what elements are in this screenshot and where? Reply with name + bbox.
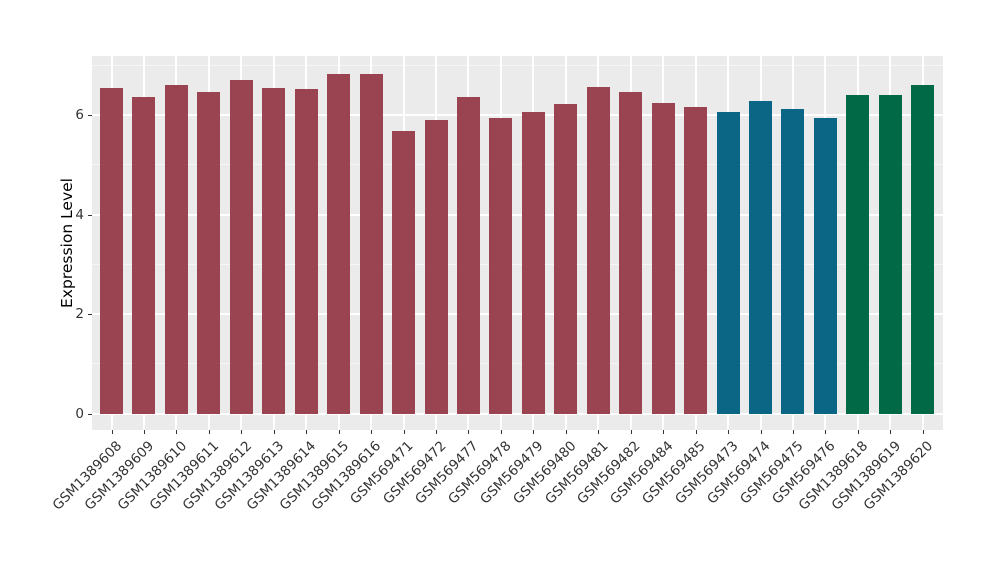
bar-GSM569482 — [619, 92, 643, 414]
bar-GSM1389610 — [164, 85, 188, 414]
bar-GSM1389620 — [911, 85, 935, 414]
bar-GSM569472 — [424, 119, 448, 414]
y-tick-label: 0 — [75, 405, 84, 422]
bar-GSM569477 — [456, 97, 480, 414]
bar-GSM1389619 — [878, 95, 902, 414]
x-tick-mark — [760, 430, 762, 434]
bar-GSM569474 — [749, 101, 772, 414]
bar-GSM569481 — [586, 87, 610, 414]
gridline-minor-h — [92, 363, 943, 365]
y-tick-label: 6 — [75, 107, 84, 123]
x-tick-mark — [598, 430, 600, 434]
bar-GSM1389618 — [846, 94, 870, 414]
y-tick-label: 2 — [75, 306, 84, 322]
x-tick-mark — [143, 430, 145, 434]
x-tick-mark — [306, 430, 308, 434]
x-tick-mark — [890, 430, 892, 434]
x-tick-mark — [176, 430, 178, 434]
bar-GSM569476 — [813, 118, 837, 414]
bar-GSM569475 — [781, 109, 805, 414]
bar-GSM1389608 — [100, 87, 123, 414]
x-tick-mark — [825, 430, 827, 434]
bar-GSM1389616 — [359, 73, 383, 414]
y-tick-mark — [88, 115, 92, 116]
x-tick-mark — [338, 430, 340, 434]
x-tick-mark — [208, 430, 210, 434]
x-tick-mark — [695, 430, 697, 434]
y-tick-label: 4 — [75, 206, 84, 223]
x-tick-mark — [630, 430, 632, 434]
gridline-major-h — [92, 114, 943, 116]
x-tick-mark — [857, 430, 859, 434]
bar-GSM1389614 — [294, 88, 318, 414]
bar-GSM1389612 — [229, 79, 253, 414]
y-tick-mark — [88, 413, 92, 415]
gridline-major-h — [92, 313, 943, 315]
x-tick-mark — [403, 430, 405, 434]
bar-GSM569480 — [554, 104, 578, 414]
x-tick-mark — [273, 430, 275, 434]
x-tick-mark — [565, 430, 567, 434]
bar-GSM569485 — [684, 107, 708, 414]
y-tick-mark — [88, 314, 92, 315]
bar-GSM1389615 — [327, 73, 351, 414]
gridline-minor-h — [92, 164, 943, 166]
x-tick-mark — [371, 430, 373, 434]
bar-GSM1389609 — [132, 96, 156, 414]
x-tick-mark — [922, 430, 924, 434]
y-tick-mark — [88, 214, 92, 216]
x-tick-mark — [792, 430, 794, 434]
gridline-minor-h — [92, 263, 943, 265]
x-tick-mark — [533, 430, 535, 434]
bar-GSM569478 — [489, 117, 513, 414]
bar-GSM569471 — [392, 131, 416, 414]
bar-GSM569484 — [651, 103, 675, 414]
x-tick-mark — [468, 430, 470, 434]
bar-GSM569479 — [521, 111, 545, 414]
x-tick-mark — [500, 430, 502, 434]
x-tick-mark — [663, 430, 665, 434]
bar-GSM569473 — [716, 112, 740, 414]
plot-panel — [92, 56, 943, 430]
y-axis-title: Expression Level — [58, 178, 76, 308]
x-tick-mark — [436, 430, 437, 434]
gridline-major-h — [92, 213, 943, 216]
x-tick-mark — [241, 430, 243, 434]
gridline-minor-h — [92, 64, 943, 66]
x-tick-mark — [111, 430, 113, 434]
gridline-major-h — [92, 412, 943, 415]
bar-GSM1389613 — [262, 87, 286, 414]
bar-GSM1389611 — [197, 91, 221, 414]
x-tick-mark — [728, 430, 730, 434]
